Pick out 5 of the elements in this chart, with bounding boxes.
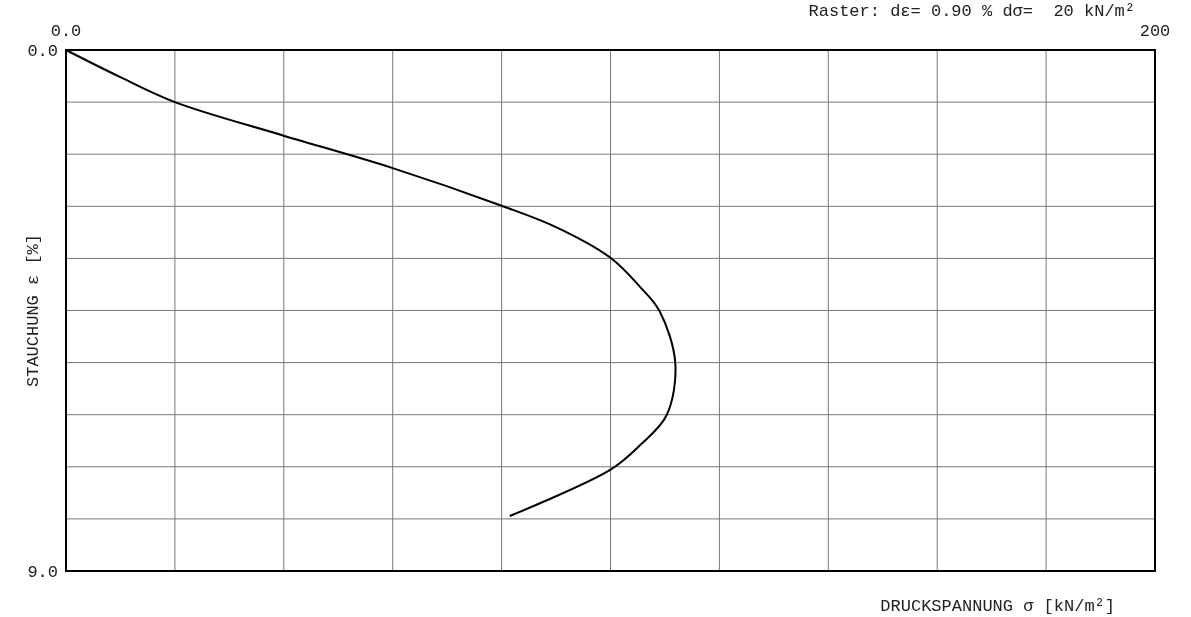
text: Raster: dε= 0.90 % dσ= 20 kN/m² — [808, 2, 1135, 21]
x-tick-label: 200 — [1139, 22, 1171, 41]
y-tick-label: 9.0 — [27, 563, 58, 582]
x-axis-title: DRUCKSPANNUNG σ [kN/m²] — [880, 597, 1115, 616]
y-axis-title: STAUCHUNG ε [%] — [24, 233, 43, 388]
